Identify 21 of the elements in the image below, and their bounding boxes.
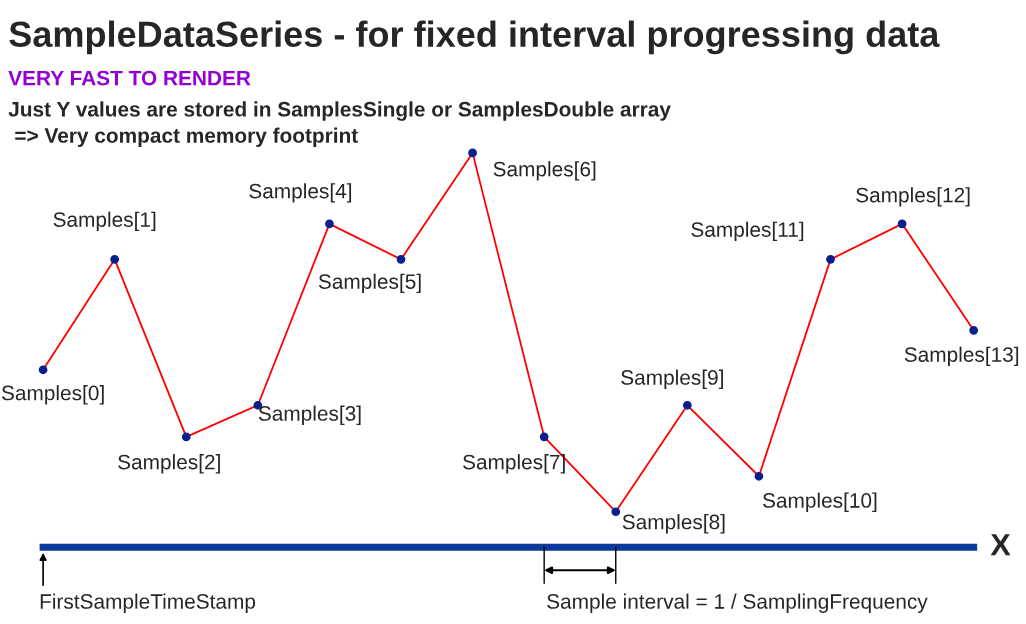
- annotation: Samples[2]: [118, 454, 220, 474]
- annotation: Samples[8]: [622, 514, 725, 534]
- annotation: Samples[0]: [1, 385, 104, 405]
- text: => Very compact memory footprint: [15, 127, 358, 147]
- annotation: Samples[5]: [318, 273, 421, 294]
- annotation: Samples[6]: [493, 161, 596, 181]
- text: Sample interval = 1 / SamplingFrequency: [547, 593, 928, 613]
- annotation: Samples[4]: [249, 183, 352, 203]
- x-axis-title: X: [990, 534, 1011, 556]
- text: Just Y values are stored in SamplesSingle or SamplesDouble array: [8, 101, 671, 121]
- annotation: Samples[11]: [691, 221, 804, 242]
- annotation: Samples[9]: [621, 369, 723, 389]
- annotation: Samples[13]: [904, 346, 1019, 367]
- chart-title: SampleDataSeries - for fixed interval progressing data: [9, 20, 940, 55]
- chart-subtitle: VERY FAST TO RENDER: [8, 70, 251, 86]
- annotation: Samples[7]: [463, 454, 565, 474]
- annotation: Samples[10]: [762, 492, 877, 512]
- annotation: Samples[1]: [53, 211, 156, 232]
- text: FirstSampleTimeStamp: [40, 593, 256, 613]
- annotation: Samples[3]: [258, 405, 361, 425]
- annotation: Samples[12]: [856, 187, 970, 207]
